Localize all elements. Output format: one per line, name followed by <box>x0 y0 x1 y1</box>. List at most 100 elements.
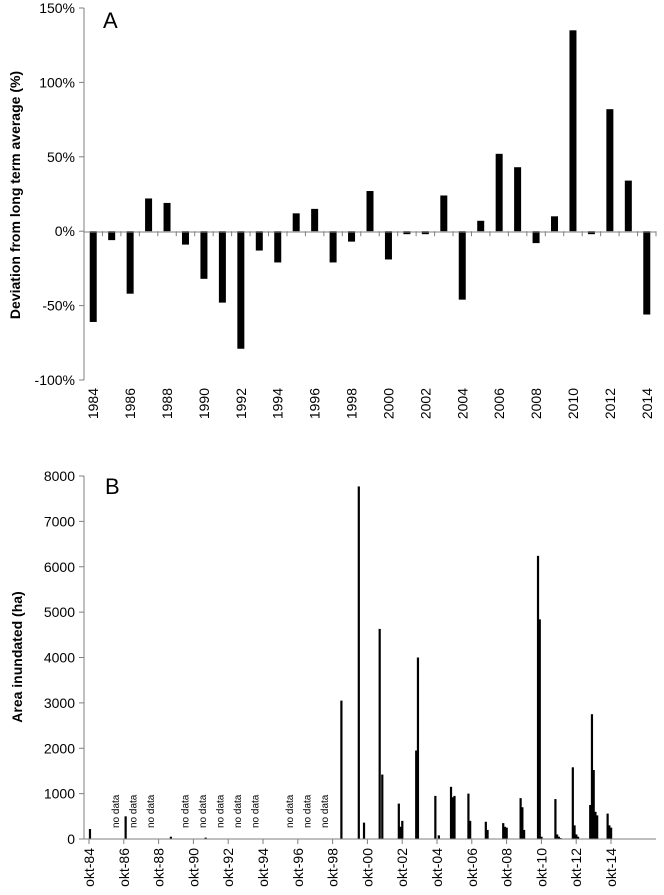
panel-b-bar <box>378 628 381 839</box>
panel-a-bar-1997 <box>329 231 337 263</box>
panel-a-x-tick-label: 2010 <box>565 388 581 419</box>
panel-a-bar-1984 <box>89 231 97 322</box>
panel-b-bar <box>540 836 543 839</box>
panel-a-bar-2004 <box>458 231 466 300</box>
panel-a-x-tick-label: 2012 <box>602 388 618 419</box>
panel-a-x-tick-label: 1998 <box>344 388 360 419</box>
panel-a-bar-2010 <box>569 30 577 232</box>
panel-b-x-ticks: okt-84 okt-86 okt-88 okt-90 okt-92 okt-94 okt-… <box>81 839 619 887</box>
panel-b-bar <box>573 825 576 839</box>
panel-b-no-data-label: no data <box>320 794 331 828</box>
panel-a-bar-2006 <box>495 153 503 232</box>
panel-a-x-tick-label: 1992 <box>233 388 249 419</box>
panel-a-bar-1995 <box>292 213 300 232</box>
panel-b-y-tick-label: 2000 <box>44 740 75 756</box>
panel-b-no-data-label: no data <box>233 794 244 828</box>
panel-b-bar <box>538 619 541 839</box>
panel-a-y-tick-label: 0% <box>55 223 75 239</box>
panel-a-bar-2001 <box>403 231 411 235</box>
panel-b-y-axis-title: Area inundated (ha) <box>9 591 25 722</box>
panel-b-bar <box>357 486 360 839</box>
panel-a-bar-1996 <box>311 208 319 232</box>
panel-b-bar <box>453 795 456 839</box>
panel-b-x-tick-label: okt-84 <box>81 848 97 887</box>
panel-b-y-ticks: 0 1000 2000 3000 4000 5000 6000 7000 8000 <box>44 468 84 847</box>
panel-b-bar <box>503 826 507 839</box>
panel-a-chart: A Deviation from long term average (%) -… <box>7 0 657 419</box>
panel-b-bar <box>399 826 402 839</box>
panel-b-bar <box>589 804 592 839</box>
panel-b-x-tick-label: okt-90 <box>185 848 201 887</box>
panel-b-y-tick-label: 3000 <box>44 695 75 711</box>
panel-a-x-tick-label: 2006 <box>491 388 507 419</box>
panel-b-bars <box>88 486 613 839</box>
panel-b-bar <box>467 793 470 839</box>
panel-a-y-tick-label: -100% <box>35 372 75 388</box>
panel-a-x-tick-label: 2004 <box>454 388 470 419</box>
panel-a-bar-1986 <box>126 231 134 294</box>
panel-b-bar <box>340 700 343 839</box>
panel-a-y-tick-label: -50% <box>42 298 75 314</box>
panel-a-x-tick-label: 2002 <box>417 388 433 419</box>
panel-a-bar-1990 <box>200 231 208 279</box>
panel-b-bar <box>204 837 207 839</box>
panel-a-bar-1994 <box>274 231 282 263</box>
panel-b-y-tick-label: 0 <box>67 831 75 847</box>
panel-a-bar-1998 <box>348 231 356 242</box>
panel-a-y-ticks: -100% -50% 0% 50% 100% 150% <box>35 0 84 388</box>
panel-b-bar <box>434 795 437 839</box>
panel-a-bar-2014 <box>643 231 651 315</box>
panel-b-bar <box>576 836 580 839</box>
panel-b-y-tick-label: 4000 <box>44 650 75 666</box>
panel-b-bar <box>169 836 172 839</box>
panel-a-x-tick-label: 1988 <box>159 388 175 419</box>
panel-b-bar <box>610 827 613 839</box>
panel-b-x-tick-label: okt-00 <box>359 848 375 887</box>
panel-b-no-data-label: no data <box>250 794 261 828</box>
panel-b-bar <box>571 767 574 839</box>
panel-a-x-tick-label: 1994 <box>270 388 286 419</box>
panel-a-x-ticks: 1984 1986 1988 1990 1992 1994 1996 1998 2000 2002… <box>83 231 657 419</box>
panel-b-bar <box>523 829 526 839</box>
panel-b-no-data-label: no data <box>198 794 209 828</box>
panel-b-bar <box>362 822 366 839</box>
panel-a-bar-2000 <box>384 231 392 260</box>
panel-b-x-tick-label: okt-14 <box>603 848 619 887</box>
panel-b-bar <box>469 820 472 839</box>
panel-b-bar <box>449 786 453 839</box>
panel-b-bar <box>557 836 560 839</box>
panel-b-bar <box>521 807 524 839</box>
panel-b-x-tick-label: okt-12 <box>568 848 584 887</box>
panel-b-bar <box>575 834 578 839</box>
panel-b-no-data-label: no data <box>111 794 122 828</box>
panel-b-y-tick-label: 6000 <box>44 559 75 575</box>
panel-a-bar-2009 <box>551 216 559 232</box>
panel-b-x-tick-label: okt-08 <box>499 848 515 887</box>
panel-a-bar-2002 <box>421 231 429 235</box>
panel-b-bar <box>484 821 487 839</box>
panel-a-x-tick-label: 2014 <box>639 388 655 419</box>
panel-b-chart: B Area inundated (ha) 0 1000 2000 3000 4000 5… <box>9 468 656 887</box>
panel-b-bar <box>437 835 440 839</box>
panel-b-x-tick-label: okt-04 <box>429 848 445 887</box>
panel-b-y-tick-label: 8000 <box>44 468 75 484</box>
panel-a-x-tick-label: 1984 <box>85 388 101 419</box>
panel-b-bar <box>416 657 420 839</box>
panel-a-y-tick-label: 100% <box>39 74 75 90</box>
panel-a-bar-1992 <box>237 231 245 349</box>
panel-a-x-tick-label: 2008 <box>528 388 544 419</box>
panel-b-bar <box>556 834 559 839</box>
panel-b-y-tick-label: 5000 <box>44 604 75 620</box>
panel-a-bar-2011 <box>587 231 595 235</box>
panel-b-x-tick-label: okt-88 <box>151 848 167 887</box>
panel-a-bar-2013 <box>624 180 632 232</box>
panel-a-bar-2003 <box>440 195 448 232</box>
panel-b-no-data-label: no data <box>216 794 227 828</box>
panel-a-label: A <box>103 8 118 33</box>
panel-b-x-tick-label: okt-06 <box>464 848 480 887</box>
panel-b-bar <box>397 803 400 839</box>
panel-b-bar <box>536 555 540 839</box>
panel-b-bar <box>401 820 404 839</box>
panel-b-x-tick-label: okt-92 <box>220 848 236 887</box>
